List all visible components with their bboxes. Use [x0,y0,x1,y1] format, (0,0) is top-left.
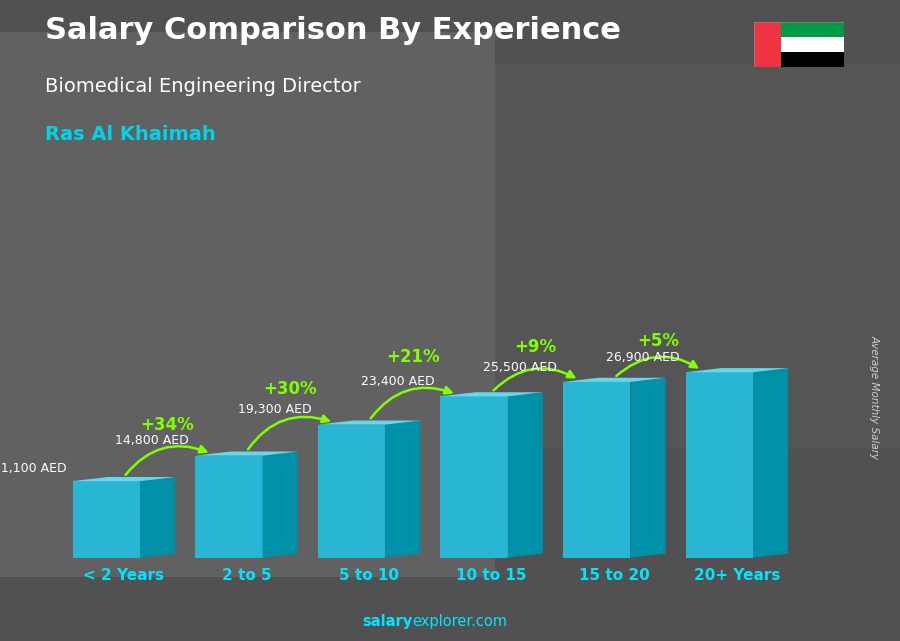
Polygon shape [195,451,298,456]
Text: 23,400 AED: 23,400 AED [361,375,435,388]
Text: +21%: +21% [386,348,439,366]
Text: Average Monthly Salary: Average Monthly Salary [869,335,880,460]
Text: 14,800 AED: 14,800 AED [115,435,189,447]
Text: 26,900 AED: 26,900 AED [606,351,680,364]
Bar [754,53,844,67]
Text: +30%: +30% [264,381,317,399]
Bar [563,382,630,558]
Polygon shape [73,477,176,481]
Bar [0,32,495,577]
Polygon shape [508,392,543,558]
Text: Salary Comparison By Experience: Salary Comparison By Experience [45,16,621,45]
Polygon shape [140,477,176,558]
Text: Biomedical Engineering Director: Biomedical Engineering Director [45,77,361,96]
Text: Ras Al Khaimah: Ras Al Khaimah [45,125,216,144]
Text: +9%: +9% [514,338,556,356]
Bar [73,481,140,558]
Bar [754,22,844,37]
Bar [754,37,844,53]
Text: 10 to 15: 10 to 15 [456,568,526,583]
Bar [318,424,385,558]
Polygon shape [753,368,788,558]
Text: 11,100 AED: 11,100 AED [0,462,67,475]
Polygon shape [686,368,788,372]
Text: 2 to 5: 2 to 5 [221,568,271,583]
Text: salary: salary [362,615,412,629]
Polygon shape [263,451,298,558]
Polygon shape [630,378,666,558]
Text: 25,500 AED: 25,500 AED [483,361,557,374]
Text: +34%: +34% [140,415,194,434]
Text: 19,300 AED: 19,300 AED [238,403,311,417]
Polygon shape [385,420,420,558]
Text: < 2 Years: < 2 Years [84,568,165,583]
Text: 15 to 20: 15 to 20 [579,568,650,583]
Bar [440,396,508,558]
Text: +5%: +5% [637,332,679,350]
Polygon shape [563,378,666,382]
Polygon shape [318,420,420,424]
Text: explorer.com: explorer.com [412,615,508,629]
Text: 20+ Years: 20+ Years [694,568,780,583]
Bar [686,372,753,558]
Polygon shape [440,392,543,396]
Bar [195,456,263,558]
Text: 5 to 10: 5 to 10 [339,568,399,583]
Bar [450,64,900,449]
Bar [754,22,781,67]
